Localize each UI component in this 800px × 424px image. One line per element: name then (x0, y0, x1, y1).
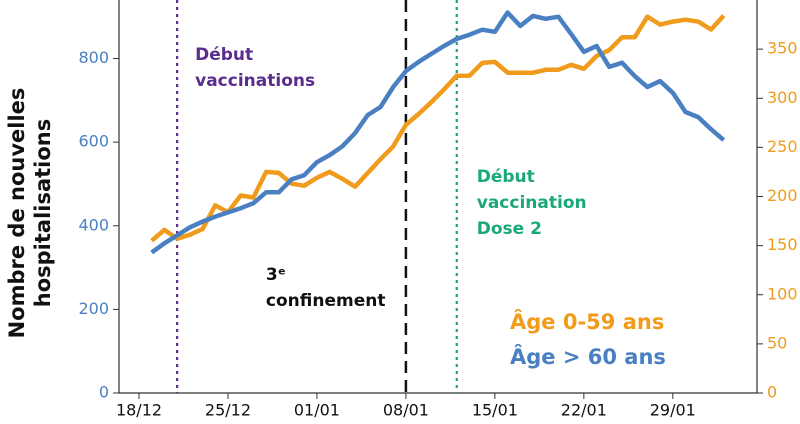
x-tick-label: 08/01 (383, 401, 429, 420)
y2-tick-label: 350 (767, 39, 798, 58)
y-tick-label: 400 (78, 215, 109, 234)
y2-tick-label: 200 (767, 186, 798, 205)
y2-tick-label: 250 (767, 137, 798, 156)
y2-tick-label: 300 (767, 88, 798, 107)
y-axis-label: Nombre de nouvelles (5, 88, 29, 339)
y2-tick-label: 0 (767, 383, 777, 402)
legend-entry: Âge 0-59 ans (510, 309, 664, 334)
x-tick-label: 22/01 (561, 401, 607, 420)
series-line (150, 14, 726, 243)
y-tick-label: 600 (78, 132, 109, 151)
annotation-text: confinement (266, 291, 386, 311)
y-tick-label: 0 (99, 383, 109, 402)
annotation-text: Dose 2 (477, 219, 542, 239)
annotation-text: vaccination (477, 193, 587, 213)
y2-tick-label: 100 (767, 284, 798, 303)
legend-entry: Âge > 60 ans (510, 344, 666, 369)
annotation-text: vaccinations (195, 71, 315, 91)
y-tick-label: 800 (78, 48, 109, 67)
x-tick-label: 18/12 (116, 401, 162, 420)
x-tick-label: 29/01 (650, 401, 696, 420)
y-tick-label: 200 (78, 299, 109, 318)
annotation-text: Début (477, 167, 535, 187)
annotation-text: Début (195, 45, 253, 65)
x-tick-label: 01/01 (294, 401, 340, 420)
y2-tick-label: 50 (767, 333, 787, 352)
x-tick-label: 15/01 (472, 401, 518, 420)
y2-tick-label: 150 (767, 235, 798, 254)
series-line (150, 10, 726, 255)
annotation-text: 3ᵉ (266, 265, 286, 285)
x-tick-label: 25/12 (205, 401, 251, 420)
y-axis-label: hospitalisations (31, 119, 55, 308)
